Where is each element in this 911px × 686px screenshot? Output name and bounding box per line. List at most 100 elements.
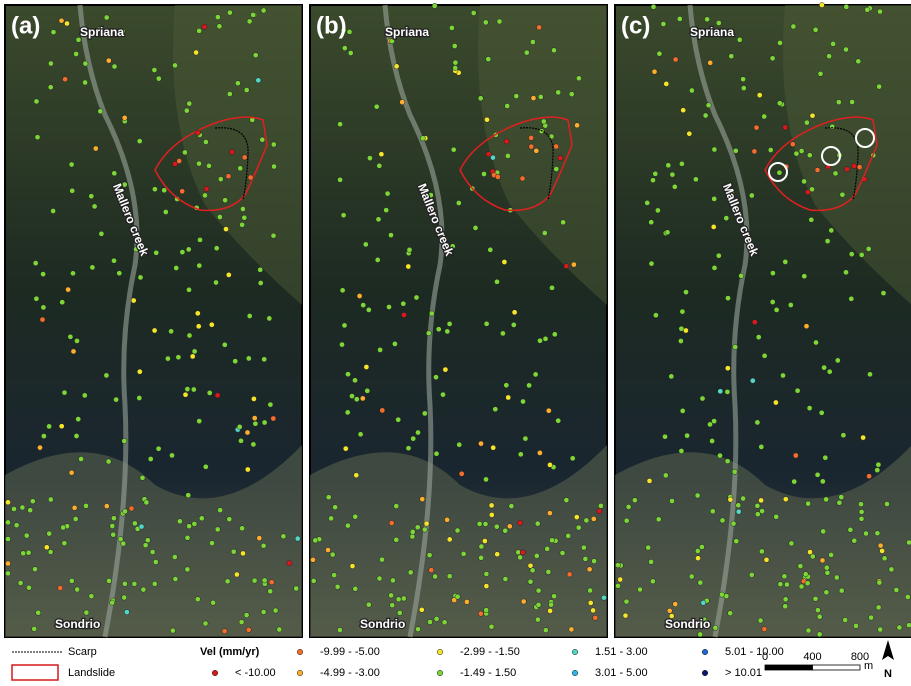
measurement-point: [672, 184, 677, 189]
measurement-point: [196, 324, 201, 329]
measurement-point: [571, 262, 576, 267]
measurement-point: [706, 103, 711, 108]
measurement-point: [484, 321, 489, 326]
panel-label: (c): [621, 12, 650, 39]
measurement-point: [591, 516, 596, 521]
measurement-point: [214, 246, 219, 251]
measurement-point: [782, 574, 787, 579]
measurement-point: [74, 433, 79, 438]
measurement-point: [184, 108, 189, 113]
measurement-point: [252, 578, 257, 583]
measurement-point: [564, 264, 569, 269]
measurement-point: [230, 149, 235, 154]
measurement-point: [489, 624, 494, 629]
measurement-point: [248, 175, 253, 180]
measurement-point: [712, 147, 717, 152]
measurement-point: [202, 193, 207, 198]
measurement-point: [809, 217, 814, 222]
measurement-point: [662, 434, 667, 439]
measurement-point: [152, 581, 157, 586]
measurement-point: [728, 497, 733, 502]
measurement-point: [378, 347, 383, 352]
measurement-point: [615, 583, 620, 588]
measurement-point: [60, 300, 65, 305]
measurement-point: [741, 86, 746, 91]
measurement-point: [815, 472, 820, 477]
measurement-point: [218, 177, 223, 182]
measurement-point: [728, 611, 733, 616]
measurement-point: [287, 561, 292, 566]
measurement-point: [698, 580, 703, 585]
measurement-point: [758, 618, 763, 623]
measurement-point: [345, 523, 350, 528]
measurement-point: [650, 579, 655, 584]
measurement-point: [705, 17, 710, 22]
measurement-point: [74, 338, 79, 343]
measurement-point: [354, 397, 359, 402]
measurement-point: [98, 109, 103, 114]
measurement-point: [459, 471, 464, 476]
measurement-point: [807, 153, 812, 158]
measurement-point: [422, 411, 427, 416]
measurement-point: [497, 19, 502, 24]
measurement-point: [509, 504, 514, 509]
measurement-point: [500, 331, 505, 336]
measurement-point: [271, 142, 276, 147]
measurement-point: [240, 526, 245, 531]
measurement-point: [242, 155, 247, 160]
measurement-point: [388, 233, 393, 238]
measurement-point: [209, 541, 214, 546]
measurement-point: [32, 626, 37, 631]
measurement-point: [530, 39, 535, 44]
measurement-point: [137, 395, 142, 400]
measurement-point: [36, 610, 41, 615]
measurement-point: [504, 383, 509, 388]
measurement-point: [223, 227, 228, 232]
measurement-point: [132, 581, 137, 586]
measurement-point: [195, 597, 200, 602]
measurement-point: [502, 259, 507, 264]
measurement-point: [408, 570, 413, 575]
measurement-point: [83, 61, 88, 66]
measurement-point: [111, 258, 116, 263]
measurement-point: [489, 503, 494, 508]
measurement-point: [875, 468, 880, 473]
measurement-point: [333, 505, 338, 510]
measurement-point: [528, 579, 533, 584]
measurement-point: [111, 516, 116, 521]
measurement-point: [783, 125, 788, 130]
measurement-point: [818, 71, 823, 76]
panel: (c)SprianaMallero creekSondrio: [615, 2, 911, 637]
measurement-point: [225, 579, 230, 584]
measurement-point: [11, 506, 16, 511]
measurement-point: [203, 139, 208, 144]
measurement-point: [859, 516, 864, 521]
measurement-point: [234, 572, 239, 577]
measurement-point: [350, 564, 355, 569]
measurement-point: [227, 91, 232, 96]
measurement-point: [434, 451, 439, 456]
measurement-point: [447, 321, 452, 326]
measurement-point: [534, 553, 539, 558]
legend-label: -2.99 - -1.50: [460, 646, 520, 658]
measurement-point: [62, 541, 67, 546]
place-name: Spriana: [690, 25, 734, 39]
legend-swatch: [702, 670, 708, 676]
measurement-point: [695, 548, 700, 553]
measurement-point: [876, 605, 881, 610]
measurement-point: [339, 342, 344, 347]
measurement-point: [154, 250, 159, 255]
measurement-point: [110, 600, 115, 605]
measurement-point: [365, 388, 370, 393]
measurement-point: [217, 214, 222, 219]
measurement-point: [655, 208, 660, 213]
measurement-point: [819, 2, 824, 7]
measurement-point: [531, 96, 536, 101]
measurement-point: [773, 400, 778, 405]
north-arrow: [882, 640, 894, 660]
measurement-point: [837, 500, 842, 505]
legend-swatch: [437, 649, 443, 655]
measurement-point: [251, 442, 256, 447]
measurement-point: [495, 552, 500, 557]
